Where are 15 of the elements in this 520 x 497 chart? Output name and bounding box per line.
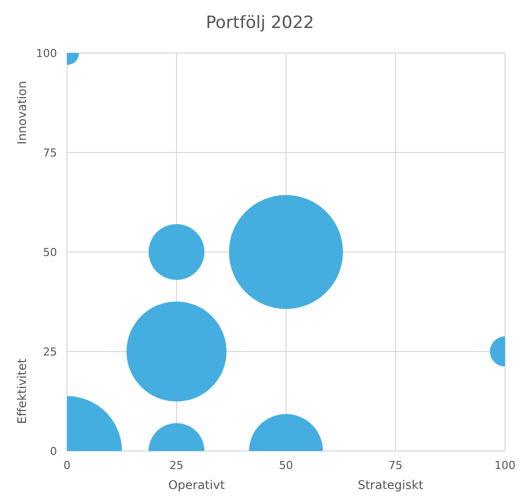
x-tick-label: 100	[494, 459, 516, 472]
y-tick-label: 75	[43, 146, 57, 160]
text: Innovation	[15, 80, 29, 144]
y-tick-label: 0	[50, 445, 57, 458]
y-tick-label: 100	[36, 47, 57, 60]
text: Strategiskt	[358, 478, 424, 492]
y-axis-title: Effektivitet	[15, 358, 29, 424]
y-tick-label: 50	[43, 246, 57, 259]
y-tick-label: 25	[43, 346, 57, 358]
x-tick-label: 75	[388, 459, 402, 472]
x-tick-label: 25	[170, 459, 184, 472]
chart-title: Portfölj 2022	[206, 13, 314, 33]
x-axis-title: Operativt	[168, 478, 226, 492]
x-tick-label: 50	[279, 459, 293, 472]
x-tick-label: 0	[64, 459, 70, 472]
